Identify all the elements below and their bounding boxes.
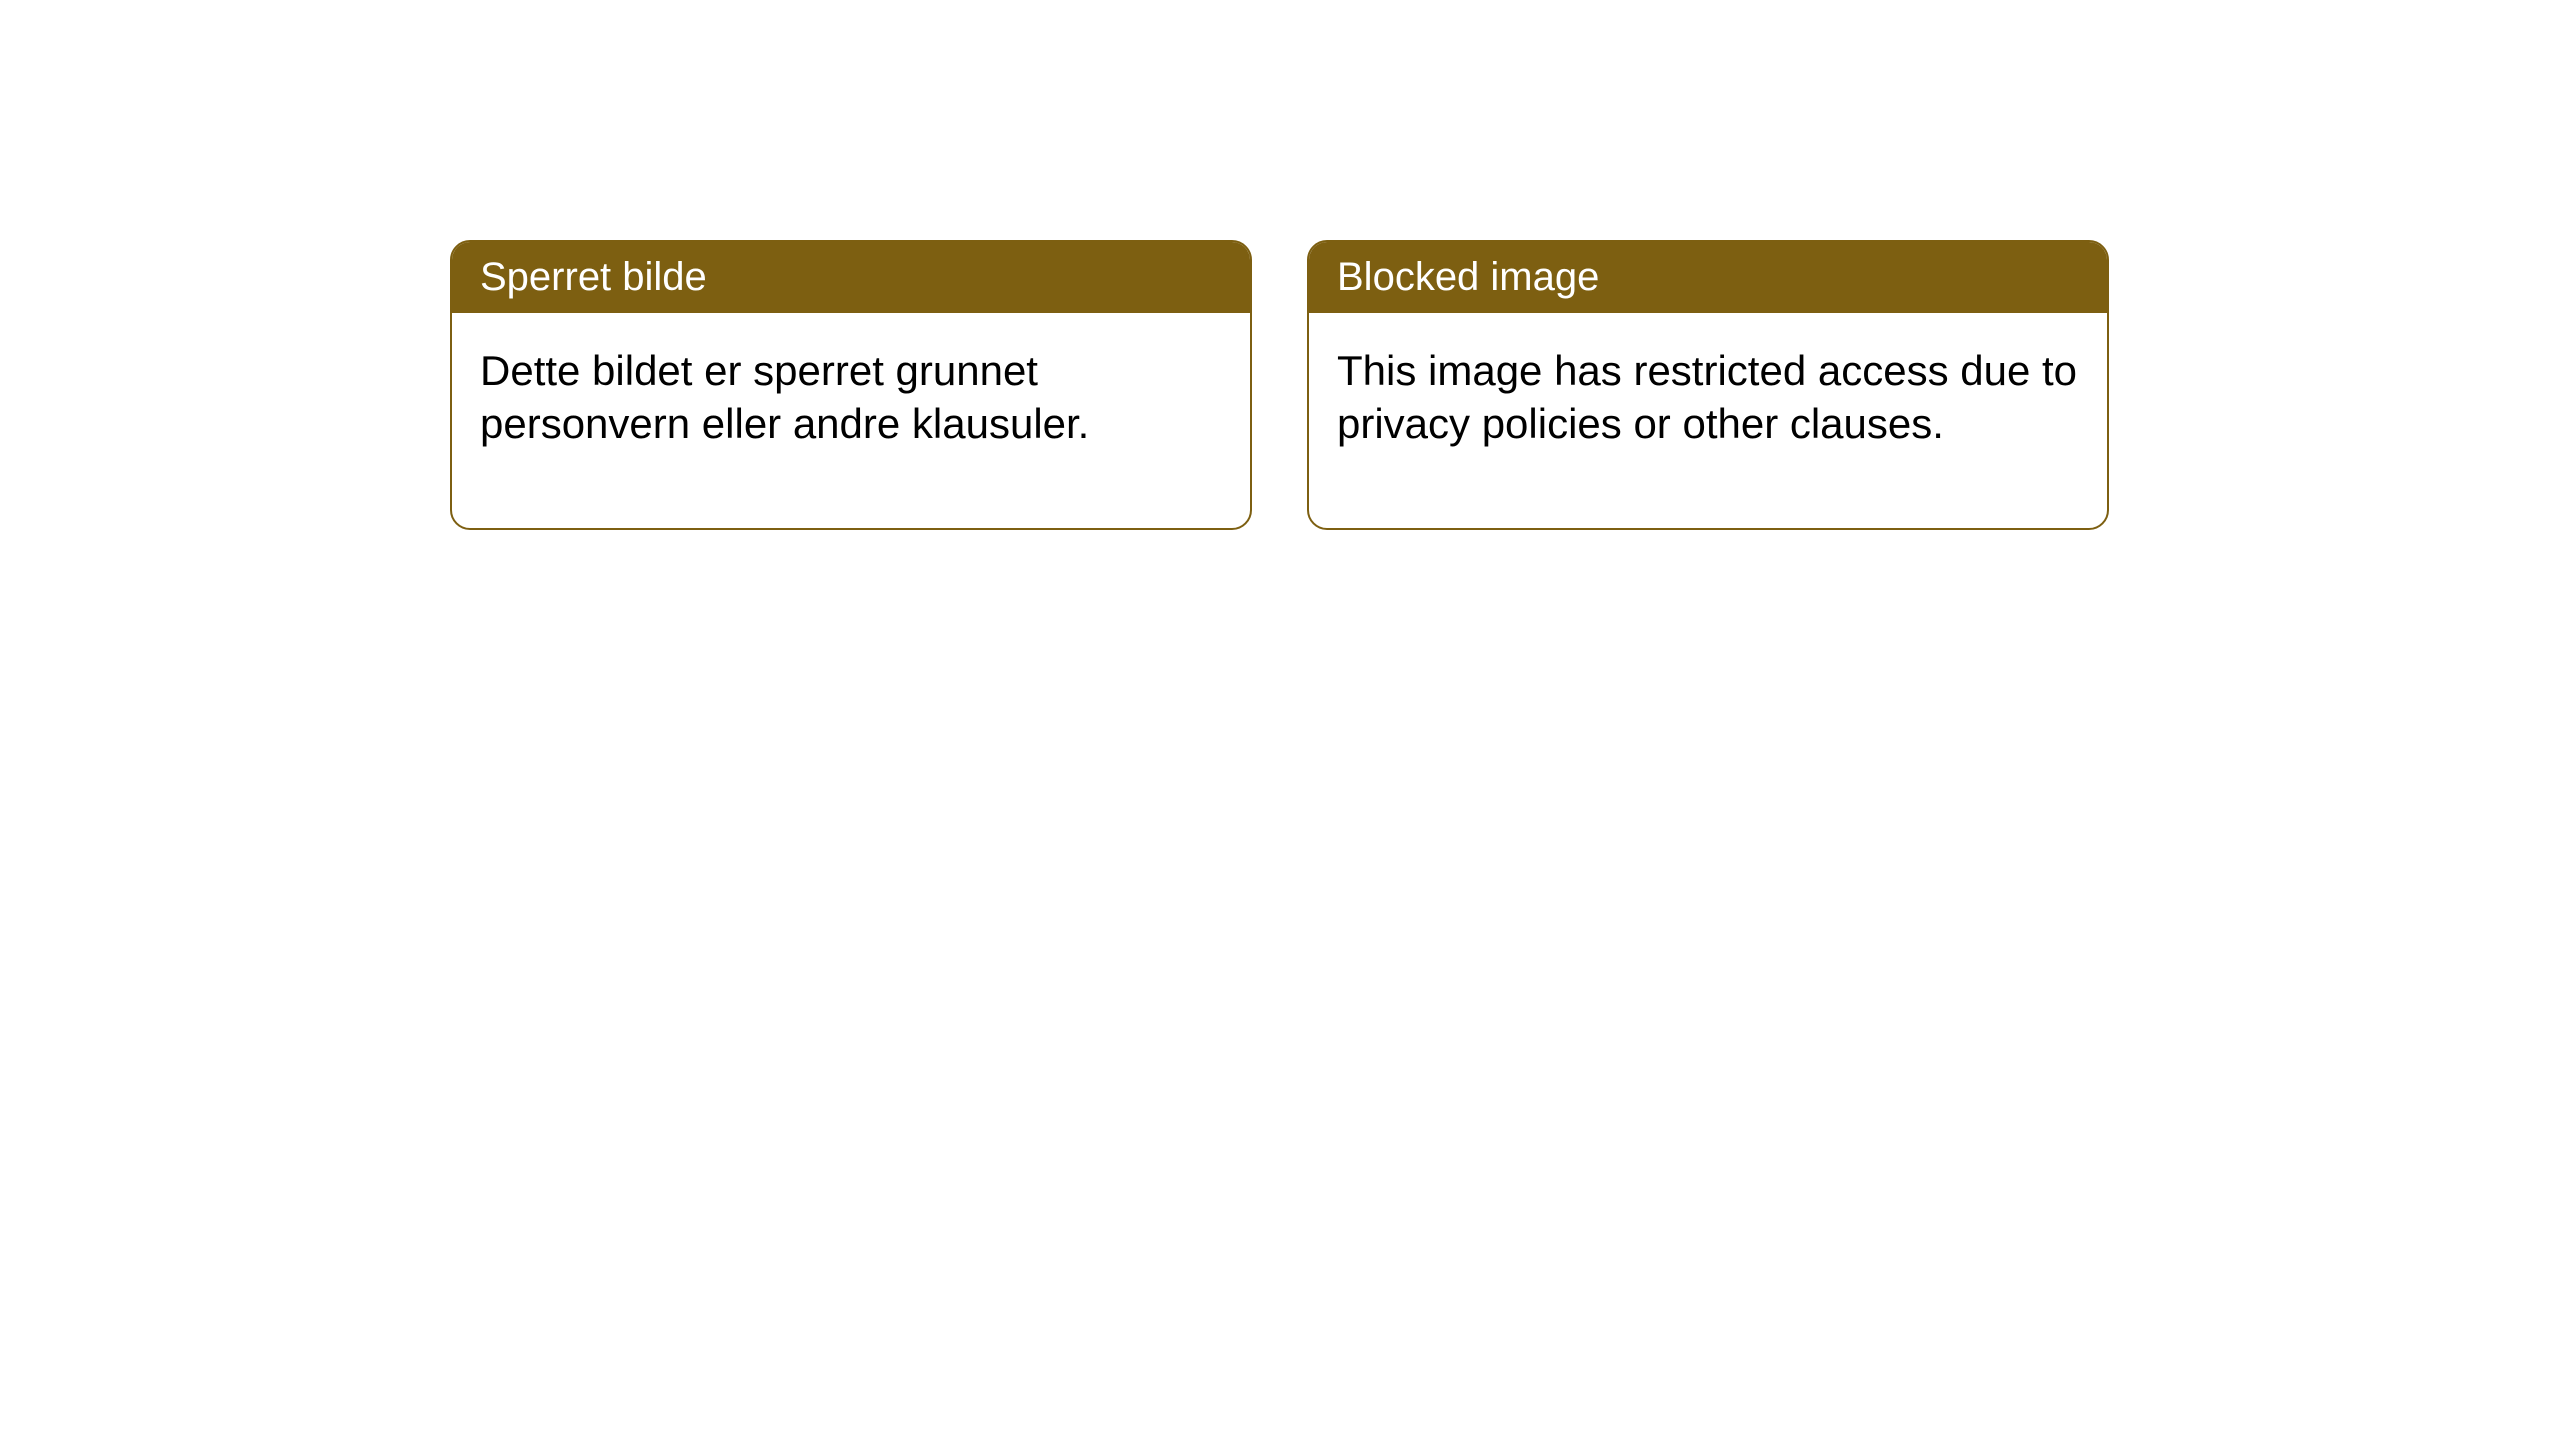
- card-body-no: Dette bildet er sperret grunnet personve…: [452, 313, 1250, 528]
- card-header-no: Sperret bilde: [452, 242, 1250, 313]
- card-body-en: This image has restricted access due to …: [1309, 313, 2107, 528]
- card-header-en: Blocked image: [1309, 242, 2107, 313]
- blocked-image-card-en: Blocked image This image has restricted …: [1307, 240, 2109, 530]
- blocked-image-card-no: Sperret bilde Dette bildet er sperret gr…: [450, 240, 1252, 530]
- notice-cards-container: Sperret bilde Dette bildet er sperret gr…: [0, 0, 2560, 530]
